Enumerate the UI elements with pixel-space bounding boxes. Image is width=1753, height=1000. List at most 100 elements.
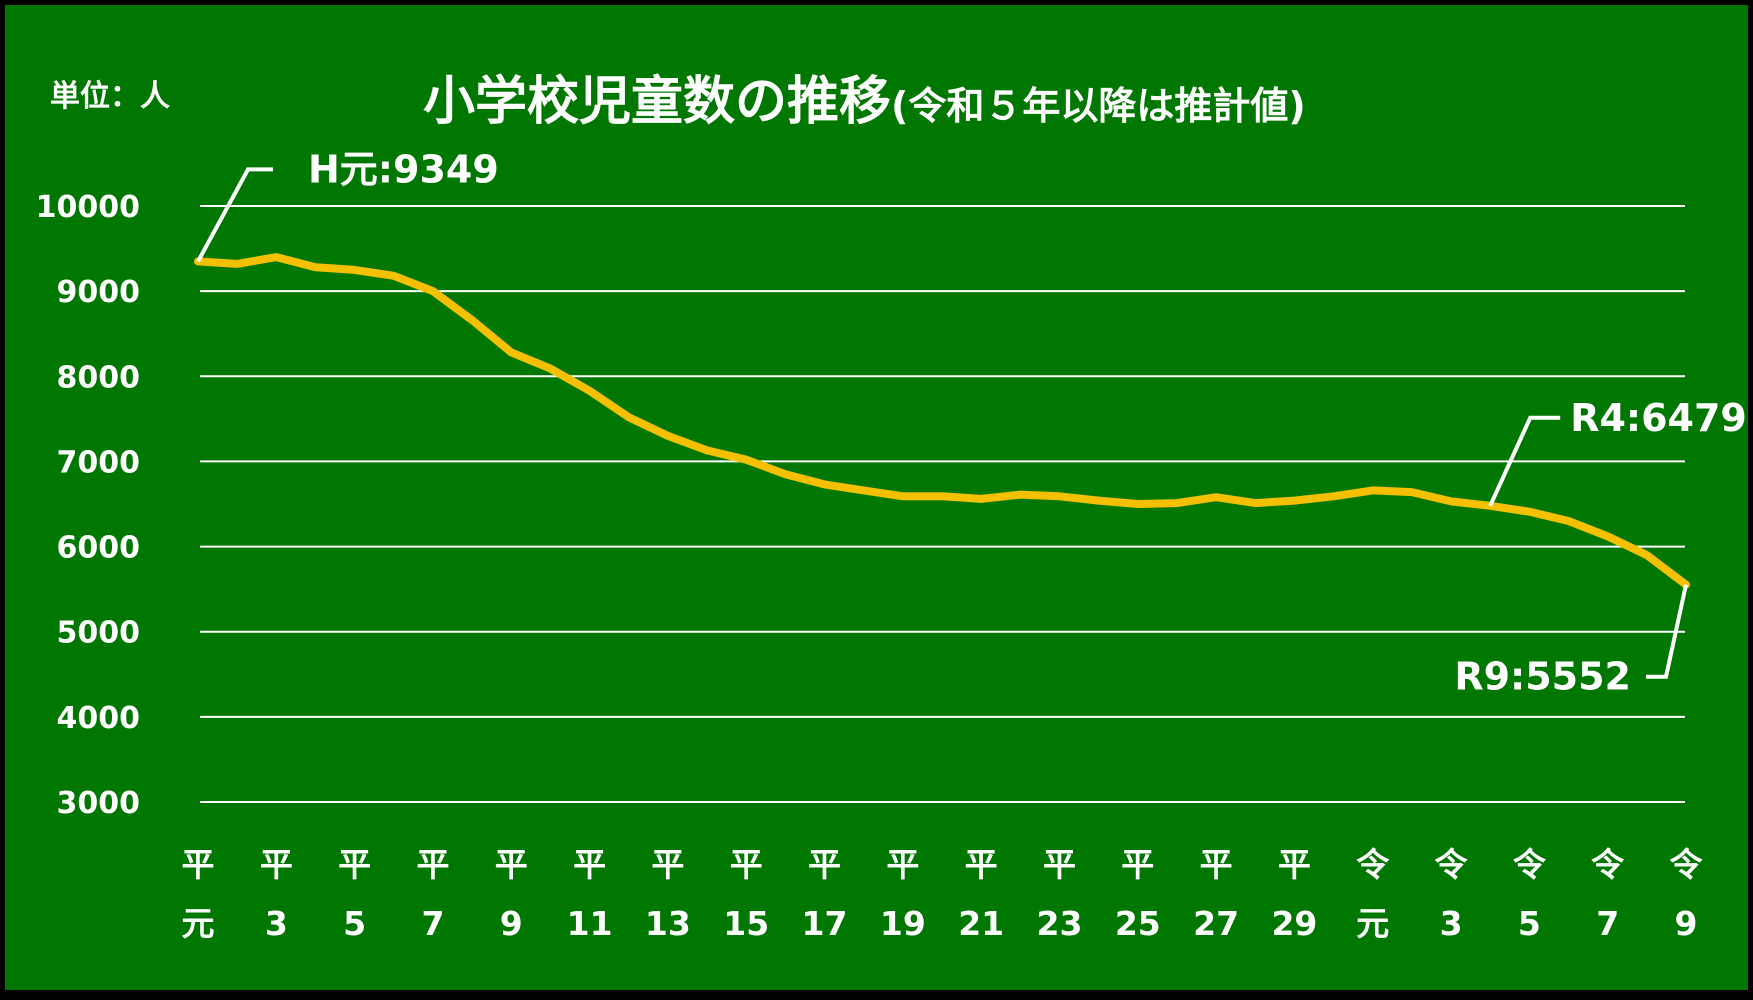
y-tick-label: 3000 bbox=[57, 786, 141, 821]
data-point bbox=[938, 492, 946, 500]
x-category-label-top: 平 bbox=[808, 845, 841, 884]
x-category-label-bottom: 元 bbox=[1356, 904, 1389, 943]
data-point bbox=[625, 413, 633, 421]
y-tick-label: 4000 bbox=[57, 701, 141, 736]
data-point bbox=[1330, 492, 1338, 500]
y-tick-label: 10000 bbox=[36, 190, 140, 225]
x-category-label-top: 平 bbox=[730, 845, 763, 884]
x-category-label-bottom: 7 bbox=[421, 904, 444, 943]
data-point bbox=[1095, 497, 1103, 505]
data-point bbox=[1055, 492, 1063, 500]
x-category-label-top: 平 bbox=[495, 845, 528, 884]
data-point bbox=[860, 486, 868, 494]
y-axis-ticks: 10000 9000 8000 7000 6000 5000 4000 3000 bbox=[36, 190, 140, 821]
x-category-label-bottom: 23 bbox=[1037, 904, 1083, 943]
y-tick-label: 9000 bbox=[57, 275, 141, 310]
x-category-label-top: 平 bbox=[1200, 845, 1233, 884]
x-category-label-bottom: 11 bbox=[567, 904, 613, 943]
x-category-label-top: 平 bbox=[1043, 845, 1076, 884]
data-point bbox=[1525, 508, 1533, 516]
data-point bbox=[272, 253, 280, 261]
x-category-label-top: 令 bbox=[1513, 845, 1547, 884]
x-category-label-bottom: 21 bbox=[958, 904, 1004, 943]
data-point bbox=[742, 456, 750, 464]
y-tick-label: 6000 bbox=[57, 531, 141, 566]
annotation-leader-line bbox=[1646, 584, 1688, 679]
x-category-label-top: 平 bbox=[1121, 845, 1154, 884]
data-point bbox=[1212, 493, 1220, 501]
data-point bbox=[1565, 517, 1573, 525]
line-chart: 単位：人 小学校児童数の推移(令和５年以降は推計値) 10000 9000 8000… bbox=[36, 72, 1747, 943]
data-point bbox=[1408, 488, 1416, 496]
data-point bbox=[546, 365, 554, 373]
data-point bbox=[1290, 497, 1298, 505]
data-point bbox=[390, 272, 398, 280]
data-point bbox=[429, 287, 437, 295]
gridlines bbox=[200, 205, 1685, 803]
x-category-label-bottom: 5 bbox=[1518, 904, 1541, 943]
y-tick-label: 7000 bbox=[57, 445, 141, 480]
x-category-label-top: 平 bbox=[651, 845, 684, 884]
x-category-label-bottom: 15 bbox=[723, 904, 769, 943]
data-point bbox=[351, 266, 359, 274]
x-category-label-top: 令 bbox=[1591, 845, 1625, 884]
chart-title: 小学校児童数の推移 bbox=[423, 72, 891, 132]
x-category-label-top: 平 bbox=[338, 845, 371, 884]
x-category-label-bottom: 7 bbox=[1596, 904, 1619, 943]
x-category-label-bottom: 13 bbox=[645, 904, 691, 943]
x-axis-categories: 平元平3平5平7平9平11平13平15平17平19平21平23平25平27平29… bbox=[182, 845, 1704, 943]
x-category-label-bottom: 17 bbox=[802, 904, 848, 943]
data-point bbox=[586, 387, 594, 395]
data-point bbox=[977, 495, 985, 503]
data-point bbox=[1251, 499, 1259, 507]
x-category-label-bottom: 5 bbox=[343, 904, 366, 943]
chart-subtitle: (令和５年以降は推計値) bbox=[891, 84, 1306, 128]
x-category-label-top: 平 bbox=[182, 845, 215, 884]
x-category-label-bottom: 27 bbox=[1193, 904, 1239, 943]
x-category-label-top: 令 bbox=[1356, 845, 1390, 884]
x-category-label-top: 平 bbox=[886, 845, 919, 884]
data-point bbox=[311, 263, 319, 271]
annotation-label: R4:6479 bbox=[1570, 396, 1747, 440]
annotation-leader-line bbox=[196, 167, 273, 263]
x-category-label-top: 令 bbox=[1435, 845, 1469, 884]
data-point bbox=[664, 432, 672, 440]
x-category-label-top: 令 bbox=[1670, 845, 1704, 884]
data-point bbox=[781, 470, 789, 478]
y-tick-label: 5000 bbox=[57, 616, 141, 651]
x-category-label-top: 平 bbox=[1278, 845, 1311, 884]
data-point bbox=[507, 348, 515, 356]
x-category-label-bottom: 19 bbox=[880, 904, 926, 943]
x-category-label-bottom: 29 bbox=[1271, 904, 1317, 943]
annotations: H元:9349 R4:6479 R9:5552 bbox=[196, 147, 1747, 699]
data-point bbox=[468, 316, 476, 324]
y-tick-label: 8000 bbox=[57, 360, 141, 395]
data-point bbox=[1016, 491, 1024, 499]
data-point bbox=[1173, 499, 1181, 507]
annotation-leader-line bbox=[1488, 415, 1561, 507]
data-point bbox=[1134, 500, 1142, 508]
data-point bbox=[1643, 551, 1651, 559]
x-category-label-bottom: 9 bbox=[500, 904, 523, 943]
x-category-label-bottom: 3 bbox=[265, 904, 288, 943]
annotation-label: H元:9349 bbox=[308, 147, 499, 191]
x-category-label-top: 平 bbox=[573, 845, 606, 884]
x-category-label-bottom: 9 bbox=[1675, 904, 1698, 943]
data-point bbox=[1447, 497, 1455, 505]
series-layer bbox=[194, 253, 1690, 589]
annotation-label: R9:5552 bbox=[1454, 655, 1631, 699]
data-point bbox=[703, 446, 711, 454]
x-category-label-top: 平 bbox=[260, 845, 293, 884]
data-point bbox=[1369, 486, 1377, 494]
series-line bbox=[194, 253, 1690, 589]
unit-label: 単位：人 bbox=[50, 79, 170, 114]
data-point bbox=[821, 480, 829, 488]
data-point bbox=[899, 492, 907, 500]
x-category-label-bottom: 元 bbox=[182, 904, 215, 943]
x-category-label-top: 平 bbox=[416, 845, 449, 884]
x-category-label-bottom: 25 bbox=[1115, 904, 1161, 943]
x-category-label-bottom: 3 bbox=[1440, 904, 1463, 943]
chart-title-group: 小学校児童数の推移(令和５年以降は推計値) bbox=[423, 72, 1306, 132]
data-point bbox=[233, 260, 241, 268]
